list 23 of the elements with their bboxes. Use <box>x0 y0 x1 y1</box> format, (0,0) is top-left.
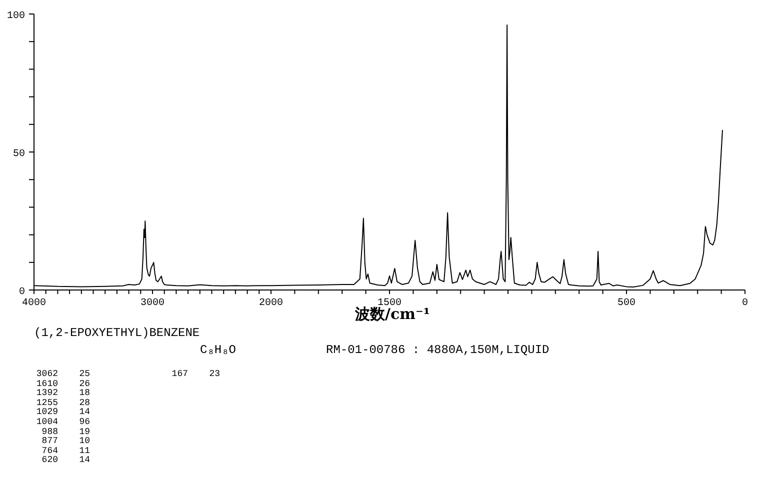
text: 988 19 <box>42 426 90 437</box>
y-tick-label: 100 <box>6 11 25 22</box>
text: 1004 96 <box>36 417 90 427</box>
x-tick-label: 500 <box>617 298 636 309</box>
text: 1610 26 <box>36 378 90 389</box>
x-tick-label: 2000 <box>258 298 284 309</box>
y-tick-label: 50 <box>12 149 25 160</box>
text: 764 11 <box>42 446 90 456</box>
text: 1029 14 <box>36 407 90 418</box>
x-axis-title: 波数/cm⁻¹ <box>355 305 430 324</box>
text: RM-01-00786 : 4880A,150M,LIQUID <box>326 343 550 357</box>
y-tick-label: 0 <box>18 287 25 298</box>
text: 877 10 <box>42 436 90 446</box>
text: 3062 25 <box>36 369 90 379</box>
text: 1392 18 <box>36 388 90 398</box>
text: (1,2-EPOXYETHYL)BENZENE <box>34 326 200 340</box>
x-tick-label: 4000 <box>22 298 46 309</box>
text: 167 23 <box>172 369 220 379</box>
x-tick-label: 3000 <box>140 298 165 309</box>
text: 1255 28 <box>36 398 90 408</box>
text: 620 14 <box>42 455 90 466</box>
x-tick-label: 0 <box>742 298 748 309</box>
text: C₈H₈O <box>200 343 236 357</box>
